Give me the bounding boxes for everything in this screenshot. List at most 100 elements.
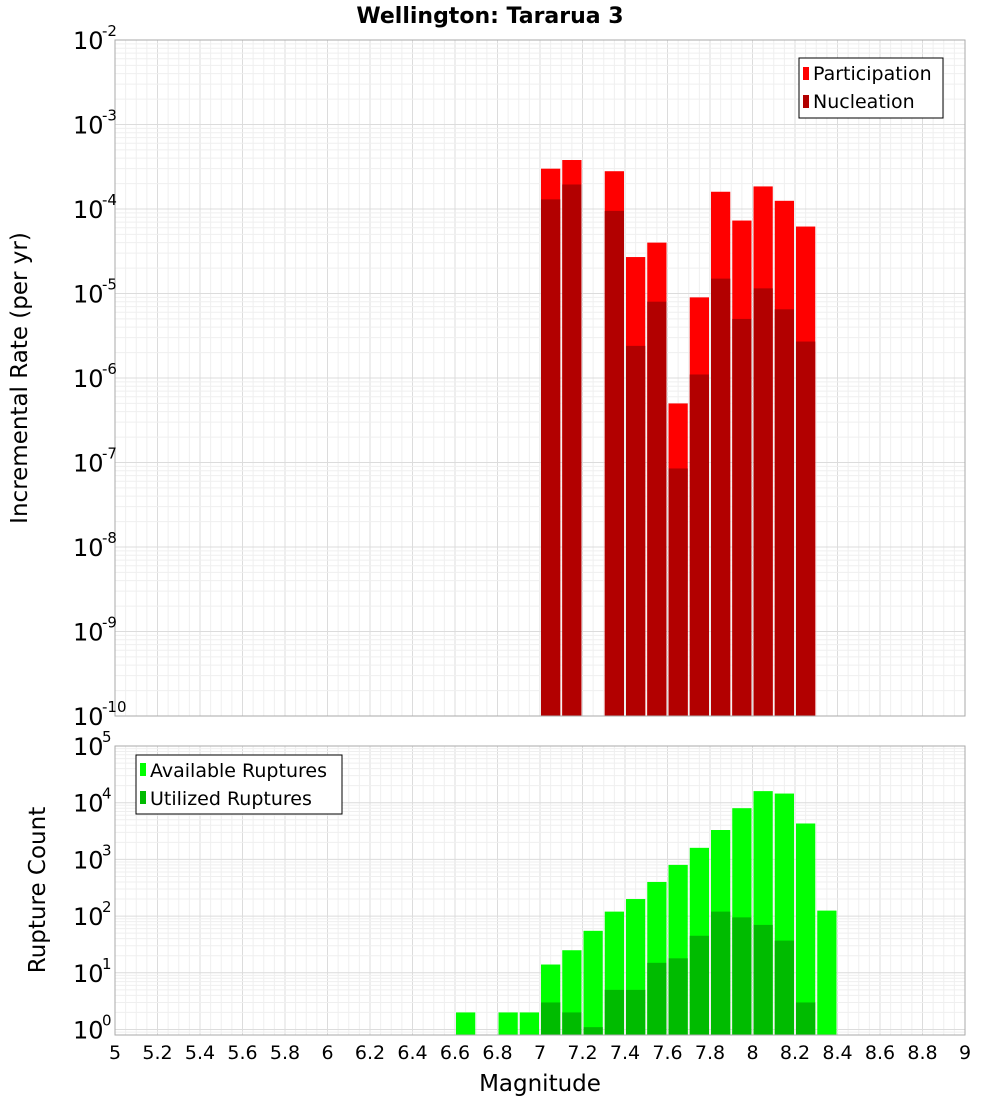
bar-utilized-ruptures-5 [562,1012,582,1035]
count-legend-box [135,754,343,815]
x-tick-label-19: 8.8 [907,1042,937,1064]
bar-utilized-ruptures-14 [753,924,773,1035]
y-tick-exponent-1-0: 0 [102,1012,112,1030]
bar-nucleation-5 [647,301,667,716]
x-tick-label-8: 6.6 [440,1042,470,1064]
bar-nucleation-6 [668,468,688,716]
y-tick-exponent-0-6: -4 [102,191,117,209]
bar-utilized-ruptures-13 [732,917,752,1035]
bar-utilized-ruptures-12 [711,911,731,1035]
x-axis-title: Magnitude [479,1071,601,1097]
legend-swatch-nucleation [803,95,809,108]
bar-utilized-ruptures-6 [583,1027,603,1035]
x-tick-label-14: 7.8 [695,1042,725,1064]
y-tick-exponent-0-0: -10 [102,698,127,716]
count-bars [456,791,837,1035]
y-tick-label-1-5: 10 [73,733,104,761]
y-tick-exponent-0-8: -2 [102,22,117,40]
y-tick-label-1-3: 10 [73,846,104,874]
bar-utilized-ruptures-7 [604,989,624,1035]
bar-available-ruptures-3 [519,1012,539,1035]
y-tick-label-0-4: 10 [73,365,104,393]
bar-nucleation-11 [774,309,794,716]
y-tick-label-0-2: 10 [73,534,104,562]
x-tick-label-18: 8.6 [865,1042,895,1064]
bar-utilized-ruptures-9 [647,962,667,1035]
x-tick-label-12: 7.4 [610,1042,640,1064]
x-tick-label-0: 5 [109,1042,121,1064]
legend-label-utilized-ruptures: Utilized Ruptures [150,788,312,810]
bar-utilized-ruptures-8 [626,989,646,1035]
bar-utilized-ruptures-4 [541,1002,561,1035]
rate-legend: Participation Nucleation [798,57,944,119]
bar-nucleation-12 [796,341,816,716]
y-tick-exponent-1-2: 2 [102,898,112,916]
y-tick-exponent-0-5: -5 [102,276,117,294]
x-tick-label-17: 8.4 [822,1042,852,1064]
x-tick-label-7: 6.4 [397,1042,427,1064]
rate-bars [541,160,816,717]
rate-y-axis-title: Incremental Rate (per yr) [7,232,33,524]
y-tick-exponent-1-4: 4 [102,785,112,803]
x-tick-label-13: 7.6 [652,1042,682,1064]
bar-nucleation-0 [541,199,561,717]
y-tick-exponent-0-2: -8 [102,529,117,547]
bar-available-ruptures-6 [583,930,603,1035]
x-tick-label-15: 8 [746,1042,758,1064]
bar-utilized-ruptures-11 [689,935,709,1035]
x-tick-label-10: 7 [534,1042,546,1064]
bar-nucleation-3 [604,210,624,716]
y-tick-label-0-1: 10 [73,619,104,647]
rate-legend-box [798,57,944,119]
bar-nucleation-9 [732,318,752,716]
bar-utilized-ruptures-10 [668,958,688,1035]
y-tick-exponent-0-4: -6 [102,360,117,378]
x-tick-label-2: 5.4 [185,1042,215,1064]
x-tick-label-1: 5.2 [142,1042,172,1064]
y-tick-label-1-2: 10 [73,903,104,931]
y-tick-label-1-4: 10 [73,790,104,818]
count-y-axis-title: Rupture Count [25,807,51,973]
y-tick-label-0-6: 10 [73,196,104,224]
y-tick-label-0-3: 10 [73,450,104,478]
x-tick-label-16: 8.2 [780,1042,810,1064]
y-tick-exponent-1-1: 1 [102,955,112,973]
bar-nucleation-4 [626,345,646,716]
bar-nucleation-10 [753,288,773,716]
bar-nucleation-7 [689,374,709,716]
bar-nucleation-8 [711,278,731,716]
count-legend: Available Ruptures Utilized Ruptures [135,754,343,815]
count-x-ticks: 5 5.2 5.4 5.6 5.8 6 6.2 6.4 6.6 6.8 7 7.2 7.4 7.6 7.8 8… [109,1042,971,1064]
y-tick-exponent-0-7: -3 [102,107,117,125]
x-tick-label-4: 5.8 [270,1042,300,1064]
bar-nucleation-1 [562,184,582,717]
x-tick-label-3: 5.6 [227,1042,257,1064]
y-tick-label-1-1: 10 [73,960,104,988]
bar-utilized-ruptures-15 [774,940,794,1035]
legend-swatch-participation [803,67,809,80]
y-tick-exponent-1-3: 3 [102,841,112,859]
y-tick-label-1-0: 10 [73,1017,104,1045]
x-tick-label-20: 9 [959,1042,971,1064]
legend-label-available-ruptures: Available Ruptures [150,760,327,782]
y-tick-exponent-0-1: -9 [102,614,117,632]
legend-label-nucleation: Nucleation [813,91,915,113]
bar-available-ruptures-2 [498,1012,518,1035]
x-tick-label-6: 6.2 [355,1042,385,1064]
y-tick-label-0-7: 10 [73,112,104,140]
chart-title: Wellington: Tararua 3 [356,4,623,29]
y-tick-label-0-8: 10 [73,27,104,55]
legend-swatch-available-ruptures [140,763,146,776]
y-tick-label-0-5: 10 [73,281,104,309]
legend-swatch-utilized-ruptures [140,791,146,804]
x-tick-label-9: 6.8 [482,1042,512,1064]
x-tick-label-5: 6 [321,1042,333,1064]
bar-available-ruptures-17 [817,910,837,1035]
y-tick-label-0-0: 10 [73,703,104,731]
y-tick-exponent-0-3: -7 [102,445,117,463]
